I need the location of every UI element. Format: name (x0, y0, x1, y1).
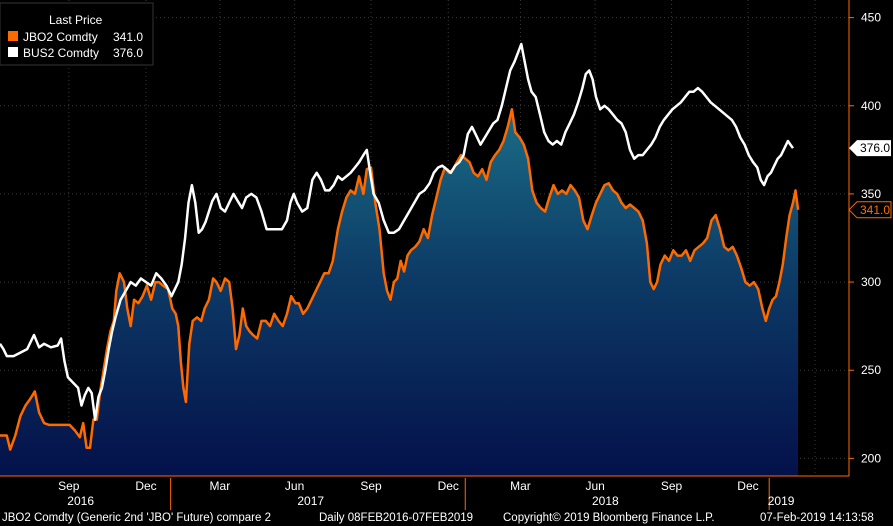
last-value-label-bus2: 376.0 (860, 141, 890, 155)
series-line-jbo2 (0, 108, 800, 451)
area-layer (0, 109, 799, 477)
legend-value-bus2: 376.0 (113, 46, 143, 60)
x-year-label-0: 2016 (67, 494, 94, 508)
series-lines (0, 42, 800, 451)
y-tick-label-200: 200 (861, 451, 881, 465)
x-tick-label-8: Sep (661, 479, 683, 493)
series-area-jbo2 (0, 109, 799, 477)
x-tick-label-3: Jun (285, 479, 304, 493)
y-tick-label-350: 350 (861, 187, 881, 201)
last-value-tag-jbo2 (848, 201, 892, 219)
footer-timestamp: 07-Feb-2019 14:13:58 (760, 512, 874, 524)
footer: JBO2 Comdty (Generic 2nd 'JBO' Future) c… (2, 512, 874, 524)
legend-heading: Last Price (49, 13, 103, 27)
y-tick-label-450: 450 (861, 11, 881, 25)
x-tick-label-4: Sep (360, 479, 382, 493)
footer-copyright: Copyright© 2019 Bloomberg Finance L.P. (503, 512, 715, 524)
y-axis: 200 250 300 350 400 450 (849, 11, 881, 465)
x-tick-label-1: Dec (135, 479, 156, 493)
legend-swatch-jbo2 (8, 31, 18, 41)
legend-box (0, 2, 154, 66)
x-tick-label-2: Mar (210, 479, 231, 493)
legend-swatch-bus2 (8, 47, 18, 57)
legend-label-jbo2: JBO2 Comdty (23, 30, 98, 44)
series-line-bus2 (0, 42, 795, 421)
x-axis: Sep Dec Mar Jun Sep Dec Mar Jun Sep Dec 2016 2017 20… (58, 478, 795, 510)
y-tick-label-300: 300 (861, 275, 881, 289)
x-year-label-3: 2019 (768, 494, 795, 508)
y-tick-label-250: 250 (861, 363, 881, 377)
x-tick-label-5: Dec (438, 479, 459, 493)
legend-value-jbo2: 341.0 (113, 30, 143, 44)
x-tick-label-9: Dec (737, 479, 758, 493)
x-tick-label-6: Mar (510, 479, 531, 493)
y-tick-label-400: 400 (861, 99, 881, 113)
x-year-label-1: 2017 (297, 494, 324, 508)
last-value-label-jbo2: 341.0 (860, 203, 890, 217)
legend-label-bus2: BUS2 Comdty (23, 46, 99, 60)
footer-period: Daily 08FEB2016-07FEB2019 (319, 512, 473, 524)
footer-description: JBO2 Comdty (Generic 2nd 'JBO' Future) c… (2, 512, 271, 524)
x-tick-label-7: Jun (585, 479, 604, 493)
x-year-label-2: 2018 (592, 494, 619, 508)
x-tick-label-0: Sep (58, 479, 80, 493)
legend: Last Price JBO2 Comdty 341.0 BUS2 Comdty… (0, 2, 154, 66)
last-value-tag-bus2 (849, 140, 891, 157)
last-value-labels: 341.0 376.0 (848, 140, 892, 219)
